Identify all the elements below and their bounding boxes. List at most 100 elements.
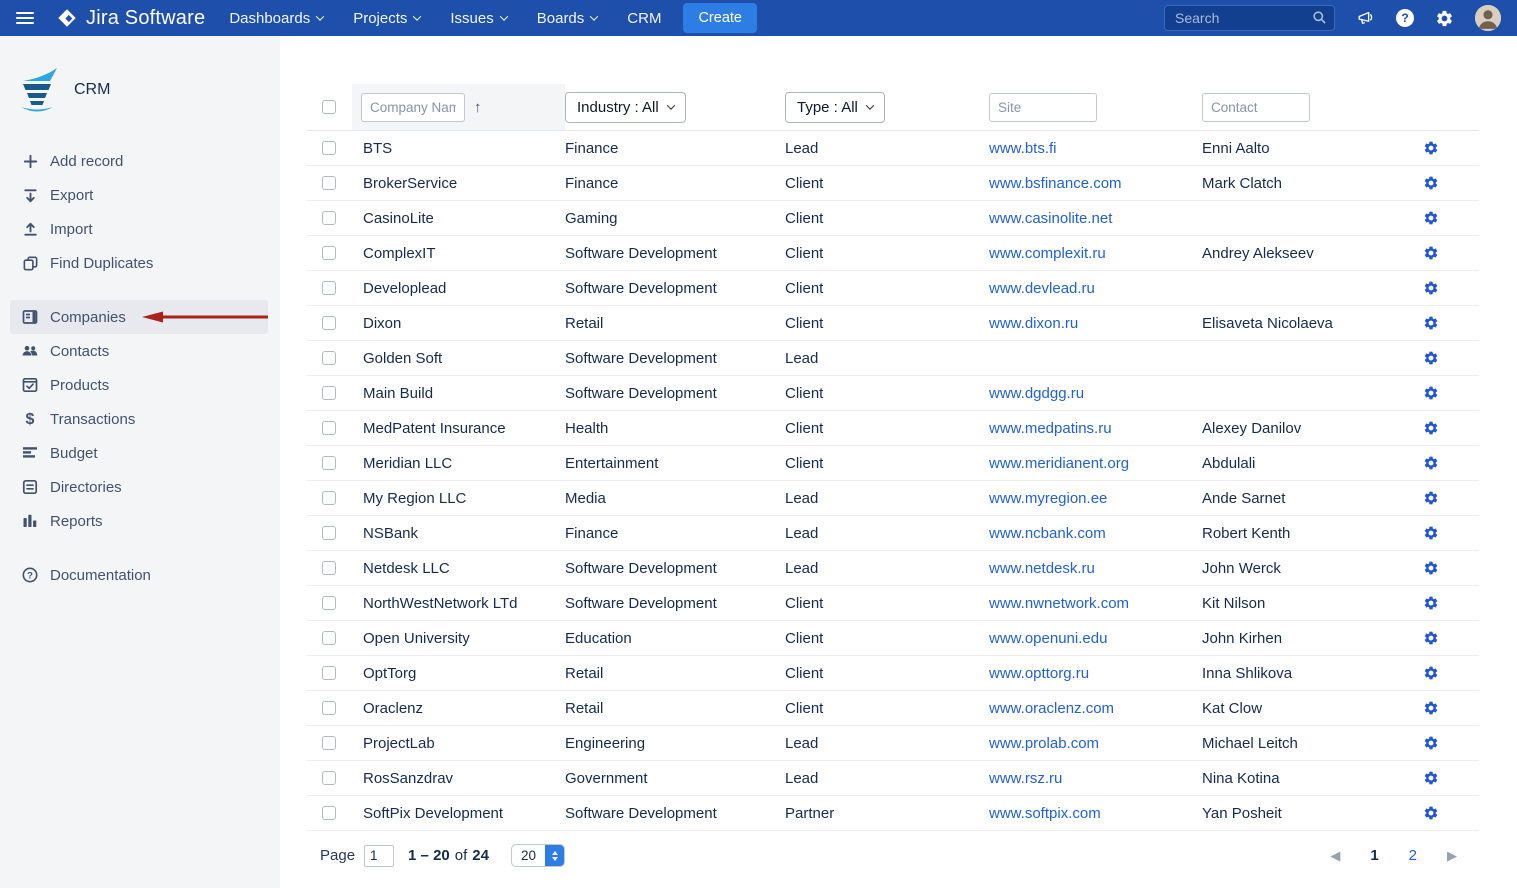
select-all-checkbox[interactable] (322, 100, 336, 114)
company-name-cell[interactable]: Golden Soft (363, 349, 443, 367)
menu-dashboards[interactable]: Dashboards (229, 10, 325, 27)
sidebar-item-transactions[interactable]: $ Transactions (0, 402, 280, 436)
row-checkbox[interactable] (322, 491, 336, 505)
company-name-cell[interactable]: Developlead (363, 279, 447, 297)
row-settings-gear-icon[interactable] (1416, 630, 1479, 646)
company-name-cell[interactable]: Meridian LLC (363, 454, 453, 472)
sidebar-item-budget[interactable]: Budget (0, 436, 280, 470)
row-checkbox[interactable] (322, 246, 336, 260)
row-checkbox[interactable] (322, 736, 336, 750)
page-2-link[interactable]: 2 (1408, 847, 1417, 864)
row-settings-gear-icon[interactable] (1416, 350, 1479, 366)
contact-filter-input[interactable] (1202, 92, 1310, 122)
row-settings-gear-icon[interactable] (1416, 420, 1479, 436)
row-checkbox[interactable] (322, 526, 336, 540)
site-filter-input[interactable] (989, 92, 1097, 122)
row-settings-gear-icon[interactable] (1416, 735, 1479, 751)
site-link[interactable]: www.ncbank.com (989, 524, 1106, 542)
site-link[interactable]: www.opttorg.ru (989, 664, 1090, 682)
row-settings-gear-icon[interactable] (1416, 525, 1479, 541)
row-checkbox[interactable] (322, 596, 336, 610)
type-filter-select[interactable]: Type : All (785, 91, 885, 123)
row-settings-gear-icon[interactable] (1416, 805, 1479, 821)
sidebar-item-add-record[interactable]: Add record (0, 144, 280, 178)
row-checkbox[interactable] (322, 806, 336, 820)
hamburger-menu-icon[interactable] (16, 12, 34, 24)
company-name-cell[interactable]: OptTorg (363, 664, 417, 682)
sidebar-item-import[interactable]: Import (0, 212, 280, 246)
next-page-icon[interactable]: ▶ (1447, 847, 1457, 863)
row-checkbox[interactable] (322, 176, 336, 190)
menu-projects[interactable]: Projects (353, 10, 422, 27)
site-link[interactable]: www.netdesk.ru (989, 559, 1095, 577)
row-settings-gear-icon[interactable] (1416, 595, 1479, 611)
row-checkbox[interactable] (322, 281, 336, 295)
row-checkbox[interactable] (322, 211, 336, 225)
sidebar-item-companies[interactable]: Companies (10, 300, 268, 334)
search-input[interactable] (1164, 5, 1335, 31)
company-name-cell[interactable]: NorthWestNetwork LTd (363, 594, 518, 612)
site-link[interactable]: www.oraclenz.com (989, 699, 1115, 717)
row-settings-gear-icon[interactable] (1416, 385, 1479, 401)
row-checkbox[interactable] (322, 701, 336, 715)
page-number-input[interactable] (364, 844, 395, 867)
row-checkbox[interactable] (322, 316, 336, 330)
site-link[interactable]: www.bsfinance.com (989, 174, 1122, 192)
sidebar-item-products[interactable]: Products (0, 368, 280, 402)
row-settings-gear-icon[interactable] (1416, 210, 1479, 226)
site-link[interactable]: www.rsz.ru (989, 769, 1063, 787)
sidebar-item-directories[interactable]: Directories (0, 470, 280, 504)
row-checkbox[interactable] (322, 351, 336, 365)
site-link[interactable]: www.softpix.com (989, 804, 1101, 822)
company-name-cell[interactable]: CasinoLite (363, 209, 434, 227)
help-icon[interactable]: ? (1396, 9, 1414, 27)
row-settings-gear-icon[interactable] (1416, 455, 1479, 471)
site-link[interactable]: www.medpatins.ru (989, 419, 1112, 437)
sidebar-item-find-duplicates[interactable]: Find Duplicates (0, 246, 280, 280)
row-settings-gear-icon[interactable] (1416, 280, 1479, 296)
site-link[interactable]: www.dgdgg.ru (989, 384, 1085, 402)
site-link[interactable]: www.bts.fi (989, 139, 1057, 157)
page-1-link[interactable]: 1 (1370, 847, 1379, 864)
row-settings-gear-icon[interactable] (1416, 315, 1479, 331)
row-checkbox[interactable] (322, 386, 336, 400)
site-link[interactable]: www.openuni.edu (989, 629, 1108, 647)
row-settings-gear-icon[interactable] (1416, 700, 1479, 716)
sidebar-item-documentation[interactable]: ? Documentation (0, 558, 280, 592)
settings-icon[interactable] (1435, 9, 1454, 28)
sort-asc-icon[interactable]: ↑ (474, 98, 482, 116)
company-name-cell[interactable]: BTS (363, 139, 393, 157)
menu-boards[interactable]: Boards (537, 10, 599, 27)
jira-brand[interactable]: Jira Software (56, 7, 205, 30)
create-button[interactable]: Create (683, 3, 757, 33)
menu-issues[interactable]: Issues (450, 10, 508, 27)
row-checkbox[interactable] (322, 141, 336, 155)
menu-crm[interactable]: CRM (627, 9, 662, 27)
sidebar-item-export[interactable]: Export (0, 178, 280, 212)
search-icon[interactable] (1312, 10, 1327, 30)
site-link[interactable]: www.prolab.com (989, 734, 1100, 752)
company-name-cell[interactable]: ComplexIT (363, 244, 436, 262)
company-name-cell[interactable]: SoftPix Development (363, 804, 504, 822)
company-name-cell[interactable]: BrokerService (363, 174, 458, 192)
site-link[interactable]: www.nwnetwork.com (989, 594, 1130, 612)
company-name-cell[interactable]: NSBank (363, 524, 419, 542)
user-avatar[interactable] (1475, 5, 1501, 31)
row-checkbox[interactable] (322, 421, 336, 435)
page-size-select[interactable]: 20 (510, 844, 565, 867)
row-checkbox[interactable] (322, 771, 336, 785)
row-checkbox[interactable] (322, 666, 336, 680)
company-name-cell[interactable]: Oraclenz (363, 699, 424, 717)
site-link[interactable]: www.devlead.ru (989, 279, 1095, 297)
sidebar-item-reports[interactable]: Reports (0, 504, 280, 538)
company-name-cell[interactable]: RosSanzdrav (363, 769, 454, 787)
site-link[interactable]: www.meridianent.org (989, 454, 1130, 472)
site-link[interactable]: www.complexit.ru (989, 244, 1106, 262)
row-checkbox[interactable] (322, 561, 336, 575)
company-name-cell[interactable]: Open University (363, 629, 470, 647)
sidebar-item-contacts[interactable]: Contacts (0, 334, 280, 368)
company-name-cell[interactable]: My Region LLC (363, 489, 467, 507)
company-name-cell[interactable]: Dixon (363, 314, 402, 332)
row-settings-gear-icon[interactable] (1416, 245, 1479, 261)
row-settings-gear-icon[interactable] (1416, 770, 1479, 786)
